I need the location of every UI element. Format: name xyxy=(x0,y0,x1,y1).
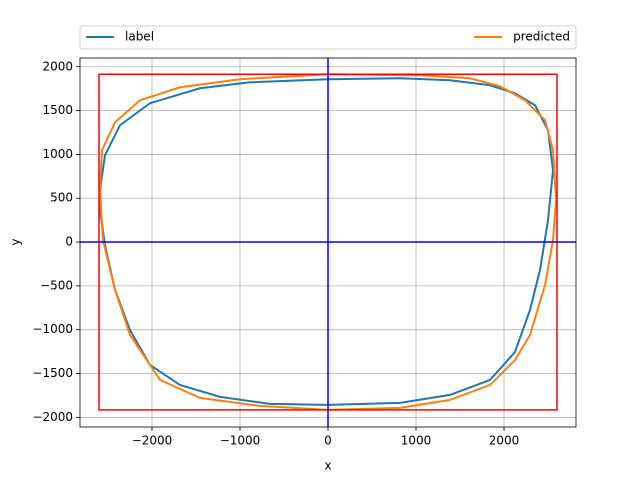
x-tick-label: 2000 xyxy=(489,434,520,448)
y-tick-label: 1000 xyxy=(42,147,73,161)
y-tick-label: 500 xyxy=(50,191,73,205)
y-tick-label: −500 xyxy=(40,278,73,292)
y-tick-label: −1000 xyxy=(32,322,73,336)
reference-rect xyxy=(98,73,558,411)
x-tick-label: 1000 xyxy=(401,434,432,448)
y-tick-label: −2000 xyxy=(32,410,73,424)
plot-frame xyxy=(79,57,577,428)
legend-box xyxy=(79,25,577,50)
x-tick-label: −2000 xyxy=(132,434,173,448)
legend-label: predicted xyxy=(513,30,570,44)
x-axis-label: x xyxy=(324,459,331,473)
x-tick-label: 0 xyxy=(324,434,332,448)
legend-label: label xyxy=(125,30,154,44)
y-tick-label: −1500 xyxy=(32,366,73,380)
data-line xyxy=(98,73,558,411)
y-tick-label: 1500 xyxy=(42,103,73,117)
x-tick-label: −1000 xyxy=(220,434,261,448)
y-axis-label: y xyxy=(9,238,23,245)
y-tick-label: 2000 xyxy=(42,59,73,73)
y-tick-label: 0 xyxy=(65,235,73,249)
